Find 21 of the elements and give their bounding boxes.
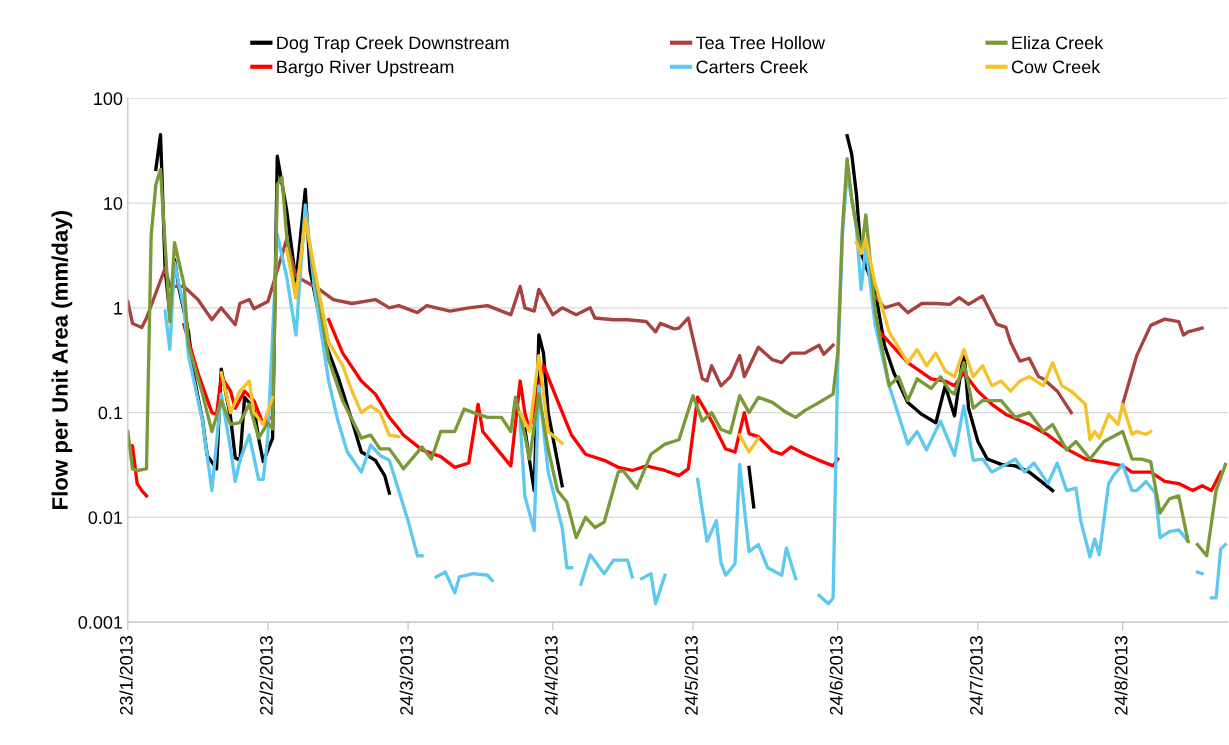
legend-label: Dog Trap Creek Downstream <box>277 35 509 53</box>
y-tick-label: 1 <box>114 301 123 315</box>
x-tick-label: 24/8/2013 <box>1114 636 1128 715</box>
legend-label: Cow Creek <box>1011 60 1101 74</box>
x-tick-label: 24/4/2013 <box>544 636 558 715</box>
x-tick-label: 22/2/2013 <box>259 636 273 715</box>
legend-label: Eliza Creek <box>1012 35 1104 50</box>
y-tick-label: 0.1 <box>98 406 123 420</box>
y-axis-title: Flow per Unit Area (mm/day) <box>51 211 73 509</box>
x-tick-label: 23/1/2013 <box>119 636 133 715</box>
legend-label: Tea Tree Hollow <box>695 35 826 50</box>
y-tick-label: 10 <box>104 197 123 210</box>
x-tick-label: 24/5/2013 <box>684 636 698 715</box>
x-tick-label: 24/7/2013 <box>969 636 983 715</box>
y-tick-label: 0.001 <box>78 616 123 629</box>
legend-label: Bargo River Upstream <box>277 60 454 77</box>
y-tick-label: 0.01 <box>88 511 123 525</box>
y-tick-label: 100 <box>94 92 123 106</box>
x-tick-label: 24/3/2013 <box>399 636 413 715</box>
x-tick-label: 24/6/2013 <box>829 636 843 715</box>
legend-label: Carters Creek <box>696 60 808 74</box>
